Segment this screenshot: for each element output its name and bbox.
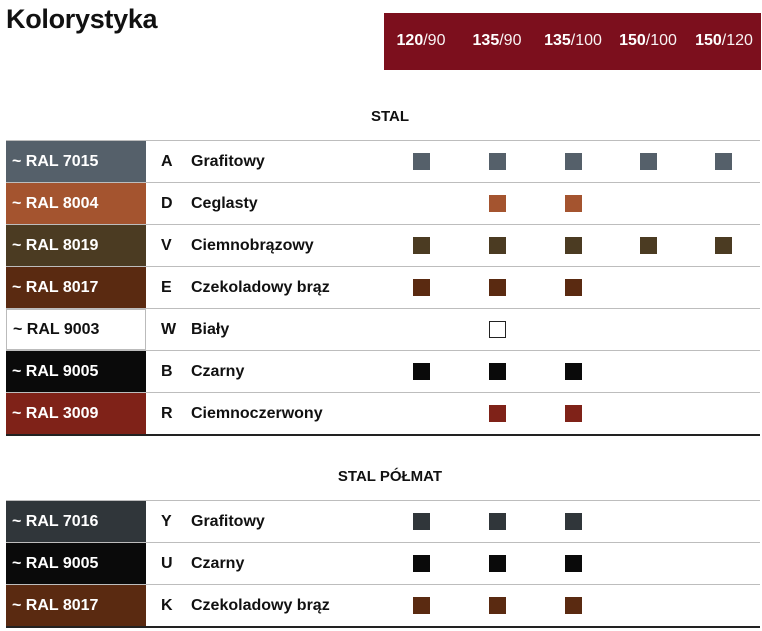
color-code: R — [161, 404, 173, 422]
table-row: ~ RAL 8019 V Ciemnobrązowy — [6, 224, 760, 266]
ral-swatch: ~ RAL 9005 — [6, 351, 146, 392]
color-name: Ciemnobrązowy — [191, 236, 314, 254]
ral-swatch: ~ RAL 7016 — [6, 501, 146, 542]
availability-square — [488, 153, 506, 170]
availability-square — [564, 513, 582, 530]
availability-square — [564, 363, 582, 380]
ral-swatch: ~ RAL 8004 — [6, 183, 146, 224]
availability-square — [488, 597, 506, 614]
color-name: Ciemnoczerwony — [191, 404, 323, 422]
availability-square — [412, 597, 430, 614]
availability-square — [639, 237, 657, 254]
color-code: U — [161, 554, 173, 572]
availability-square — [488, 363, 506, 380]
availability-square — [564, 597, 582, 614]
color-code: D — [161, 194, 173, 212]
color-code: K — [161, 596, 173, 614]
color-name: Ceglasty — [191, 194, 258, 212]
availability-square — [488, 279, 506, 296]
size-label: 150/100 — [619, 32, 677, 49]
table-row: ~ RAL 9005 U Czarny — [6, 542, 760, 584]
availability-square — [488, 405, 506, 422]
color-name: Biały — [191, 320, 230, 338]
table-row: ~ RAL 3009 R Ciemnoczerwony — [6, 392, 760, 436]
availability-square — [564, 195, 582, 212]
color-table-stal-polmat: ~ RAL 7016 Y Grafitowy ~ RAL 9005 U Czarny ~ R… — [6, 500, 760, 628]
color-name: Grafitowy — [191, 152, 265, 170]
availability-square — [412, 153, 430, 170]
table-row: ~ RAL 8017 E Czekoladowy brąz — [6, 266, 760, 308]
availability-square — [564, 555, 582, 572]
size-header: 120/90 135/90 135/100 150/100 150/120 — [384, 13, 761, 70]
page-title: Kolorystyka — [6, 4, 158, 34]
availability-square — [714, 237, 732, 254]
ral-swatch: ~ RAL 9005 — [6, 543, 146, 584]
availability-square — [412, 279, 430, 296]
color-name: Czarny — [191, 362, 245, 380]
section-title-stal: STAL — [370, 108, 410, 125]
color-code: W — [161, 320, 177, 338]
size-label: 120/90 — [396, 32, 446, 49]
color-code: E — [161, 278, 172, 296]
availability-square — [714, 153, 732, 170]
color-code: V — [161, 236, 172, 254]
availability-square — [412, 555, 430, 572]
availability-square — [412, 363, 430, 380]
table-row: ~ RAL 7016 Y Grafitowy — [6, 500, 760, 542]
color-code: B — [161, 362, 173, 380]
ral-swatch: ~ RAL 8017 — [6, 585, 146, 626]
availability-square — [488, 555, 506, 572]
availability-square — [564, 279, 582, 296]
ral-swatch: ~ RAL 8017 — [6, 267, 146, 308]
table-row: ~ RAL 8004 D Ceglasty — [6, 182, 760, 224]
section-title-stal-polmat: STAL PÓŁMAT — [337, 468, 443, 485]
size-label: 150/120 — [695, 32, 753, 49]
color-name: Grafitowy — [191, 512, 265, 530]
table-row: ~ RAL 9005 B Czarny — [6, 350, 760, 392]
table-row: ~ RAL 8017 K Czekoladowy brąz — [6, 584, 760, 628]
availability-square — [412, 513, 430, 530]
ral-swatch: ~ RAL 9003 — [6, 309, 146, 350]
availability-square — [488, 513, 506, 530]
table-row: ~ RAL 9003 W Biały — [6, 308, 760, 350]
color-name: Czekoladowy brąz — [191, 278, 330, 296]
availability-square — [488, 321, 506, 338]
color-code: A — [161, 152, 173, 170]
size-label: 135/100 — [544, 32, 602, 49]
color-name: Czekoladowy brąz — [191, 596, 330, 614]
availability-square — [564, 153, 582, 170]
ral-swatch: ~ RAL 7015 — [6, 141, 146, 182]
availability-square — [412, 237, 430, 254]
ral-swatch: ~ RAL 8019 — [6, 225, 146, 266]
table-row: ~ RAL 7015 A Grafitowy — [6, 140, 760, 182]
availability-square — [564, 405, 582, 422]
color-name: Czarny — [191, 554, 245, 572]
size-label: 135/90 — [472, 32, 522, 49]
ral-swatch: ~ RAL 3009 — [6, 393, 146, 434]
availability-square — [488, 237, 506, 254]
availability-square — [488, 195, 506, 212]
color-table-stal: ~ RAL 7015 A Grafitowy ~ RAL 8004 D Ceglasty ~… — [6, 140, 760, 436]
availability-square — [564, 237, 582, 254]
availability-square — [639, 153, 657, 170]
color-code: Y — [161, 512, 172, 530]
